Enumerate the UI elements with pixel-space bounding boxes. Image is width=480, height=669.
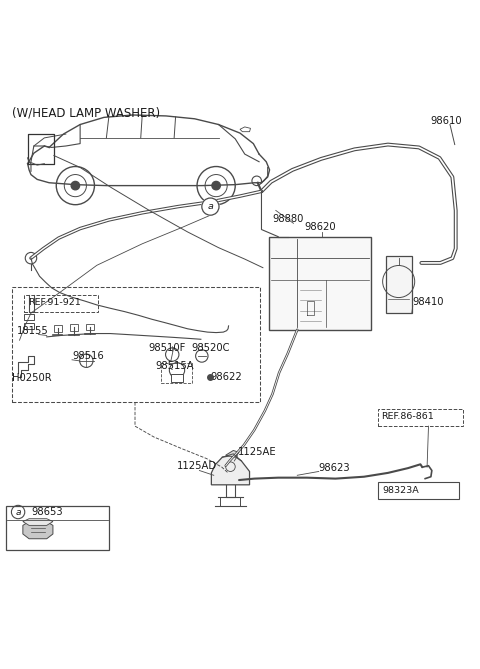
Circle shape [71, 181, 80, 190]
Text: 98880: 98880 [273, 214, 304, 224]
Text: 98515A: 98515A [155, 361, 193, 371]
Bar [269, 237, 371, 330]
Text: 18155: 18155 [17, 326, 48, 336]
Bar [24, 314, 34, 320]
Text: 98516: 98516 [72, 351, 104, 361]
Text: 98410: 98410 [413, 297, 444, 307]
Polygon shape [226, 450, 239, 457]
Bar [86, 324, 94, 330]
Bar [6, 506, 109, 550]
Text: 98323A: 98323A [382, 486, 419, 495]
Bar [161, 363, 192, 383]
Text: (W/HEAD LAMP WASHER): (W/HEAD LAMP WASHER) [12, 106, 160, 119]
Bar [378, 482, 458, 499]
Text: REF.86-861: REF.86-861 [381, 413, 433, 421]
Text: 98653: 98653 [31, 507, 62, 517]
Polygon shape [211, 455, 250, 485]
Text: 1125AD: 1125AD [177, 461, 217, 471]
Text: 98610: 98610 [430, 116, 462, 126]
Text: REF.91-921: REF.91-921 [28, 298, 80, 307]
Circle shape [212, 181, 220, 190]
Bar [378, 409, 463, 426]
Text: a: a [15, 508, 21, 516]
Bar [24, 323, 34, 328]
Polygon shape [23, 518, 53, 525]
Bar [54, 325, 61, 332]
Text: a: a [207, 202, 213, 211]
Bar [24, 295, 98, 312]
Bar [12, 287, 260, 402]
Bar [171, 373, 183, 382]
Circle shape [202, 198, 219, 215]
Text: 98510F: 98510F [148, 343, 186, 353]
Polygon shape [23, 522, 53, 539]
Text: 98520C: 98520C [192, 343, 230, 353]
Bar [70, 324, 78, 330]
Text: 98620: 98620 [304, 223, 336, 232]
Text: H0250R: H0250R [12, 373, 51, 383]
Bar [385, 256, 412, 313]
Text: 98623: 98623 [319, 462, 350, 472]
Text: 1125AE: 1125AE [238, 447, 276, 457]
Text: 98622: 98622 [210, 372, 242, 382]
